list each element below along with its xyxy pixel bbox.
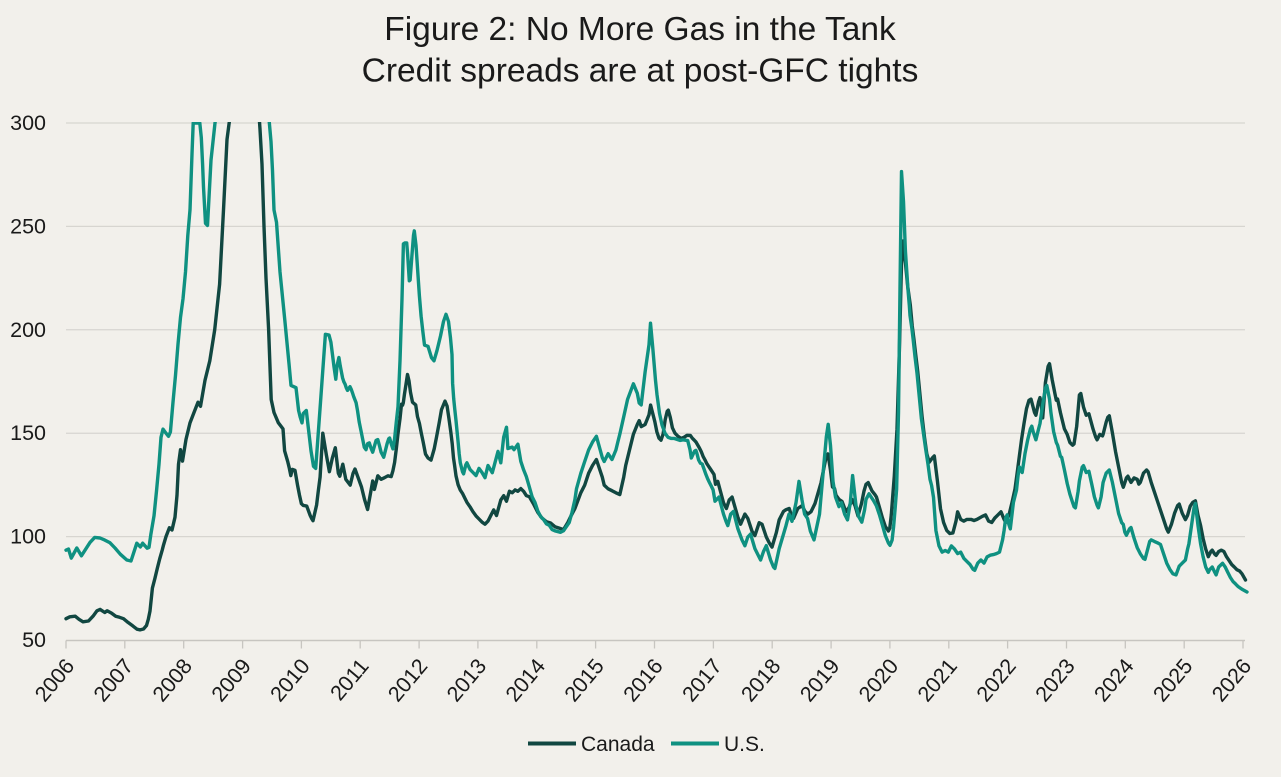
svg-text:2020: 2020	[854, 654, 903, 706]
svg-text:U.S.: U.S.	[724, 733, 765, 756]
svg-text:100: 100	[10, 525, 46, 549]
svg-text:250: 250	[10, 214, 46, 238]
svg-text:2025: 2025	[1148, 654, 1197, 706]
svg-text:2024: 2024	[1089, 654, 1138, 706]
svg-text:Credit spreads are at post-GFC: Credit spreads are at post-GFC tights	[362, 53, 919, 90]
svg-text:50: 50	[22, 628, 46, 652]
svg-text:2019: 2019	[795, 654, 844, 706]
svg-text:2015: 2015	[560, 654, 609, 706]
svg-text:2018: 2018	[736, 654, 785, 706]
svg-text:2012: 2012	[383, 654, 432, 706]
svg-text:2014: 2014	[501, 654, 550, 706]
svg-text:2023: 2023	[1031, 654, 1080, 706]
svg-text:2017: 2017	[678, 654, 727, 706]
svg-text:2011: 2011	[326, 654, 374, 705]
svg-text:2016: 2016	[619, 654, 668, 706]
svg-text:2008: 2008	[148, 654, 197, 706]
svg-text:Figure 2: No More Gas in the T: Figure 2: No More Gas in the Tank	[384, 11, 896, 48]
svg-text:2021: 2021	[913, 654, 962, 706]
svg-text:2022: 2022	[972, 654, 1021, 706]
svg-text:2006: 2006	[30, 654, 79, 706]
svg-text:Canada: Canada	[581, 733, 655, 756]
svg-text:2007: 2007	[89, 654, 138, 706]
svg-text:2009: 2009	[207, 654, 256, 706]
svg-text:2026: 2026	[1207, 654, 1256, 706]
svg-text:200: 200	[10, 318, 46, 342]
svg-text:300: 300	[10, 111, 46, 135]
svg-text:2010: 2010	[266, 654, 315, 706]
svg-text:150: 150	[10, 421, 46, 445]
svg-text:2013: 2013	[442, 654, 491, 706]
